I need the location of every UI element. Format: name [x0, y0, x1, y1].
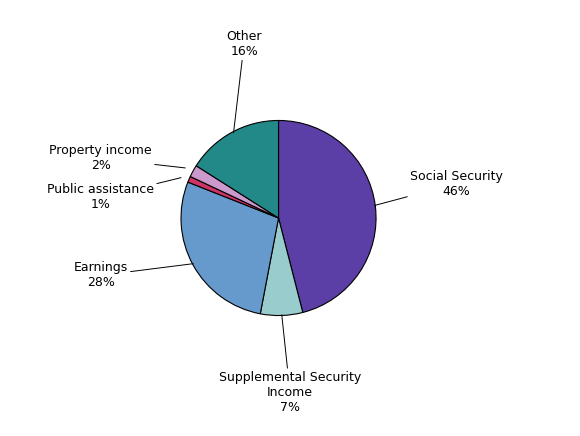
Text: Social Security
46%: Social Security 46%: [375, 170, 503, 205]
Text: Public assistance
1%: Public assistance 1%: [47, 177, 181, 211]
Text: Earnings
28%: Earnings 28%: [74, 261, 193, 290]
Wedge shape: [190, 166, 278, 218]
Text: Property income
2%: Property income 2%: [49, 144, 185, 172]
Wedge shape: [181, 182, 278, 314]
Wedge shape: [260, 218, 303, 316]
Wedge shape: [196, 120, 278, 218]
Wedge shape: [188, 177, 278, 218]
Wedge shape: [278, 120, 376, 313]
Text: Supplemental Security
Income
7%: Supplemental Security Income 7%: [219, 315, 361, 414]
Text: Other
16%: Other 16%: [226, 30, 262, 133]
